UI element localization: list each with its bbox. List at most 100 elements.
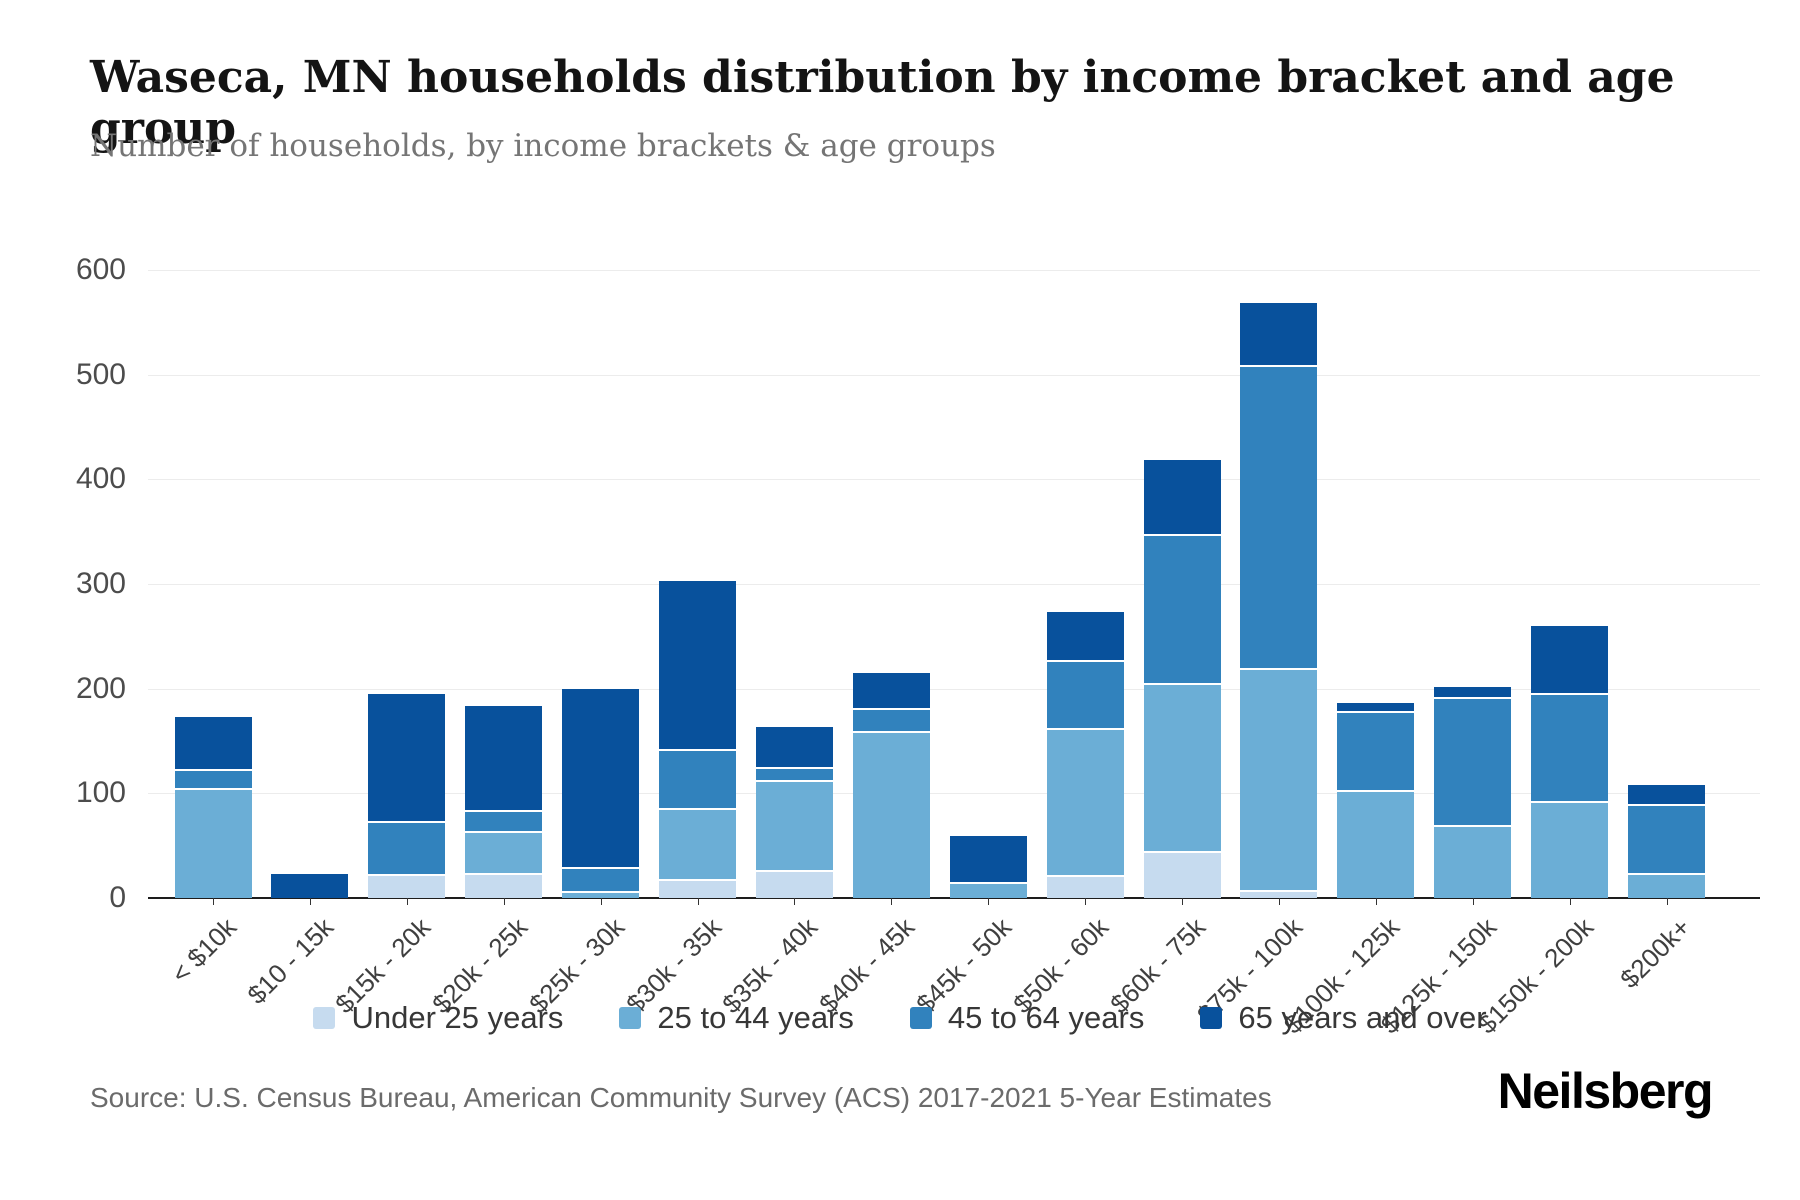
x-axis-tick	[309, 898, 311, 905]
gridline-600	[148, 270, 1760, 271]
bar-segment-65-years-and-over-$150k-200k[interactable]	[1531, 623, 1609, 693]
bar-segment-25-to-44-years-$125k-150k[interactable]	[1434, 824, 1512, 898]
x-axis-tick	[891, 898, 893, 905]
bar-segment-25-to-44-years-$200k+[interactable]	[1628, 872, 1705, 898]
bar-segment-65-years-and-over-$125k-150k[interactable]	[1434, 684, 1512, 698]
bar-segment-25-to-44-years-$40k-45k[interactable]	[852, 730, 930, 898]
bar-segment-65-years-and-over-$35k-40k[interactable]	[755, 725, 833, 768]
brand-logo: Neilsberg	[1497, 1063, 1714, 1119]
bar-segment-under-25-years-$60k-75k[interactable]	[1143, 850, 1221, 898]
bar-segment-45-to-64-years-$60k-75k[interactable]	[1143, 533, 1221, 684]
bar-segment-65-years-and-over-$40k-45k[interactable]	[852, 670, 930, 708]
chart-subtitle: Number of households, by income brackets…	[90, 128, 996, 164]
bar-segment-45-to-64-years-$25k-30k[interactable]	[562, 866, 640, 891]
legend-label: 45 to 64 years	[947, 1000, 1145, 1035]
bar-segment-45-to-64-years-<$10k[interactable]	[174, 769, 252, 789]
bar-segment-25-to-44-years-$150k-200k[interactable]	[1531, 800, 1609, 898]
bar-segment-45-to-64-years-$75k-100k[interactable]	[1240, 365, 1318, 668]
bar-segment-45-to-64-years-$100k-125k[interactable]	[1337, 710, 1415, 791]
bar-segment-45-to-64-years-$30k-35k[interactable]	[659, 749, 736, 808]
y-axis-tick-label-200: 200	[75, 671, 126, 705]
bar-segment-25-to-44-years-$25k-30k[interactable]	[562, 890, 640, 898]
gridline-300	[148, 584, 1760, 585]
x-axis-tick	[794, 898, 796, 905]
bar-segment-45-to-64-years-$150k-200k[interactable]	[1531, 692, 1609, 801]
bar-segment-25-to-44-years-$50k-60k[interactable]	[1046, 728, 1124, 875]
y-axis-tick-label-300: 300	[75, 567, 126, 600]
x-axis-tick	[1666, 898, 1668, 905]
y-axis-tick-label-400: 400	[75, 462, 126, 496]
bar-segment-65-years-and-over-$25k-30k[interactable]	[562, 686, 640, 867]
x-axis-tick	[503, 898, 505, 905]
plot-area: 0 100 200 300 400 500 600 < $10k $10 - 15k $15k -…	[76, 253, 1760, 1040]
bar-segment-25-to-44-years-$20k-25k[interactable]	[465, 831, 543, 873]
bar-segment-25-to-44-years-$30k-35k[interactable]	[659, 808, 736, 880]
bar-segment-65-years-and-over-$50k-60k[interactable]	[1046, 610, 1124, 661]
x-axis-tick	[213, 898, 214, 905]
legend-item-under-25-years[interactable]: Under 25 years	[313, 1000, 563, 1036]
bar-segment-65-years-and-over-$20k-25k[interactable]	[465, 704, 543, 811]
y-axis-tick-label-600: 600	[75, 253, 126, 286]
gridline-500	[148, 374, 1760, 376]
bar-segment-45-to-64-years-$20k-25k[interactable]	[465, 810, 543, 832]
legend-swatch	[619, 1007, 642, 1029]
bar-segment-45-to-64-years-$125k-150k[interactable]	[1434, 697, 1512, 825]
source-attribution: Source: U.S. Census Bureau, American Com…	[90, 1082, 1272, 1113]
gridline-100	[148, 793, 1760, 795]
chart-title: Waseca, MN households distribution by in…	[90, 52, 1675, 154]
legend: Under 25 years 25 to 44 years 45 to 64 yea…	[0, 1000, 1800, 1036]
bar-segment-under-25-years-$15k-20k[interactable]	[368, 873, 446, 898]
legend-swatch	[1200, 1007, 1223, 1029]
bar-segment-45-to-64-years-$50k-60k[interactable]	[1046, 660, 1124, 729]
bar-segment-under-25-years-$30k-35k[interactable]	[659, 879, 736, 898]
bar-segment-under-25-years-$35k-40k[interactable]	[755, 869, 833, 898]
legend-swatch	[909, 1007, 932, 1029]
bar-segment-25-to-44-years-$45k-50k[interactable]	[949, 882, 1027, 898]
bar-segment-45-to-64-years-$40k-45k[interactable]	[852, 707, 930, 731]
x-axis-tick	[600, 898, 602, 905]
bar-segment-25-to-44-years-$100k-125k[interactable]	[1337, 790, 1415, 898]
x-axis-tick	[1278, 898, 1280, 905]
legend-item-45-to-64-years[interactable]: 45 to 64 years	[909, 1000, 1145, 1036]
x-axis-label-$200k+: $200k+	[1613, 912, 1696, 995]
bar-segment-45-to-64-years-$15k-20k[interactable]	[368, 820, 446, 874]
legend-label: 25 to 44 years	[657, 1000, 854, 1035]
y-axis-tick-label-500: 500	[75, 357, 126, 391]
legend-item-65-years-and-over[interactable]: 65 years and over	[1200, 1000, 1487, 1036]
bar-segment-25-to-44-years-$35k-40k[interactable]	[755, 779, 833, 870]
bar-segment-45-to-64-years-$35k-40k[interactable]	[755, 767, 833, 780]
x-axis-line	[148, 897, 1760, 899]
legend-label: 65 years and over	[1238, 1000, 1487, 1035]
bar-segment-65-years-and-over-<$10k[interactable]	[174, 714, 252, 770]
bar-segment-65-years-and-over-$10-15k[interactable]	[271, 871, 349, 898]
bar-segment-65-years-and-over-$60k-75k[interactable]	[1143, 458, 1221, 534]
x-axis-tick	[1472, 898, 1474, 905]
bar-segment-65-years-and-over-$45k-50k[interactable]	[949, 834, 1027, 883]
x-axis-tick	[1569, 898, 1571, 905]
bar-segment-under-25-years-$50k-60k[interactable]	[1046, 874, 1124, 898]
bar-segment-25-to-44-years-$60k-75k[interactable]	[1143, 683, 1221, 851]
x-axis-tick	[988, 898, 990, 905]
gridline-200	[148, 688, 1760, 690]
gridline-400	[148, 479, 1760, 481]
x-axis-tick	[697, 898, 699, 905]
bar-segment-65-years-and-over-$30k-35k[interactable]	[659, 578, 736, 750]
bar-segment-45-to-64-years-$200k+[interactable]	[1628, 803, 1705, 873]
bar-segment-25-to-44-years-$75k-100k[interactable]	[1240, 667, 1318, 890]
y-axis-tick-label-100: 100	[75, 776, 126, 810]
y-axis-tick-label-0: 0	[109, 881, 126, 914]
bar-segment-under-25-years-$75k-100k[interactable]	[1240, 889, 1318, 898]
legend-swatch	[313, 1007, 336, 1029]
bar-segment-25-to-44-years-<$10k[interactable]	[174, 788, 252, 898]
bar-segment-under-25-years-$20k-25k[interactable]	[465, 872, 543, 898]
bar-segment-65-years-and-over-$100k-125k[interactable]	[1337, 701, 1415, 711]
legend-item-25-to-44-years[interactable]: 25 to 44 years	[619, 1000, 854, 1036]
x-axis-tick	[406, 898, 408, 905]
bar-segment-65-years-and-over-$200k+[interactable]	[1628, 782, 1705, 804]
bar-segment-65-years-and-over-$75k-100k[interactable]	[1240, 301, 1318, 366]
bar-segment-65-years-and-over-$15k-20k[interactable]	[368, 691, 446, 821]
x-axis-tick	[1085, 898, 1087, 905]
legend-label: Under 25 years	[351, 1000, 564, 1035]
x-axis-label-<$10k: < $10k	[165, 912, 243, 989]
